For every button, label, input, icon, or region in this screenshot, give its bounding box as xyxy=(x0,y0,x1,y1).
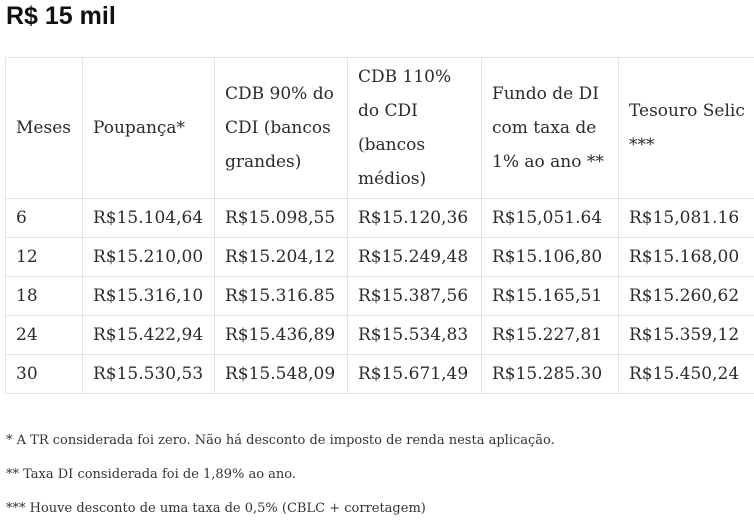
cell-meses: 6 xyxy=(6,199,83,238)
cell-cdb-90: R$15.436,89 xyxy=(215,316,348,355)
cell-cdb-110: R$15.534,83 xyxy=(348,316,482,355)
cell-poupanca: R$15.104,64 xyxy=(83,199,215,238)
cell-cdb-110: R$15.671,49 xyxy=(348,355,482,394)
cell-cdb-110: R$15.387,56 xyxy=(348,277,482,316)
header-cdb-110: CDB 110% do CDI (bancos médios) xyxy=(348,58,482,199)
cell-poupanca: R$15.422,94 xyxy=(83,316,215,355)
header-poupanca: Poupança* xyxy=(83,58,215,199)
investment-comparison-table: Meses Poupança* CDB 90% do CDI (bancos g… xyxy=(5,57,754,394)
cell-cdb-90: R$15.548,09 xyxy=(215,355,348,394)
cell-poupanca: R$15.530,53 xyxy=(83,355,215,394)
footnote-taxa-cblc: *** Houve desconto de uma taxa de 0,5% (… xyxy=(6,496,555,530)
cell-poupanca: R$15.316,10 xyxy=(83,277,215,316)
cell-fundo-di: R$15.285.30 xyxy=(482,355,619,394)
cell-cdb-90: R$15.204,12 xyxy=(215,238,348,277)
cell-tesouro-selic: R$15.359,12 xyxy=(619,316,754,355)
cell-fundo-di: R$15,051.64 xyxy=(482,199,619,238)
page-title: R$ 15 mil xyxy=(6,2,116,31)
cell-cdb-90: R$15.098,55 xyxy=(215,199,348,238)
table-row: 18 R$15.316,10 R$15.316.85 R$15.387,56 R… xyxy=(6,277,754,316)
cell-cdb-90: R$15.316.85 xyxy=(215,277,348,316)
cell-fundo-di: R$15.165,51 xyxy=(482,277,619,316)
table-row: 30 R$15.530,53 R$15.548,09 R$15.671,49 R… xyxy=(6,355,754,394)
table-row: 24 R$15.422,94 R$15.436,89 R$15.534,83 R… xyxy=(6,316,754,355)
table-header-row: Meses Poupança* CDB 90% do CDI (bancos g… xyxy=(6,58,754,199)
header-tesouro-selic: Tesouro Selic *** xyxy=(619,58,754,199)
cell-cdb-110: R$15.249,48 xyxy=(348,238,482,277)
cell-meses: 12 xyxy=(6,238,83,277)
footnotes: * A TR considerada foi zero. Não há desc… xyxy=(6,428,555,530)
header-cdb-90: CDB 90% do CDI (bancos grandes) xyxy=(215,58,348,199)
cell-meses: 24 xyxy=(6,316,83,355)
cell-tesouro-selic: R$15.450,24 xyxy=(619,355,754,394)
footnote-taxa-di: ** Taxa DI considerada foi de 1,89% ao a… xyxy=(6,462,555,496)
footnote-tr: * A TR considerada foi zero. Não há desc… xyxy=(6,428,555,462)
cell-tesouro-selic: R$15.260,62 xyxy=(619,277,754,316)
table-row: 12 R$15.210,00 R$15.204,12 R$15.249,48 R… xyxy=(6,238,754,277)
table-row: 6 R$15.104,64 R$15.098,55 R$15.120,36 R$… xyxy=(6,199,754,238)
cell-tesouro-selic: R$15,081.16 xyxy=(619,199,754,238)
cell-fundo-di: R$15.227,81 xyxy=(482,316,619,355)
cell-fundo-di: R$15.106,80 xyxy=(482,238,619,277)
header-meses: Meses xyxy=(6,58,83,199)
cell-meses: 30 xyxy=(6,355,83,394)
cell-tesouro-selic: R$15.168,00 xyxy=(619,238,754,277)
cell-poupanca: R$15.210,00 xyxy=(83,238,215,277)
header-fundo-di: Fundo de DI com taxa de 1% ao ano ** xyxy=(482,58,619,199)
investment-table-container: Meses Poupança* CDB 90% do CDI (bancos g… xyxy=(5,57,754,394)
cell-meses: 18 xyxy=(6,277,83,316)
cell-cdb-110: R$15.120,36 xyxy=(348,199,482,238)
